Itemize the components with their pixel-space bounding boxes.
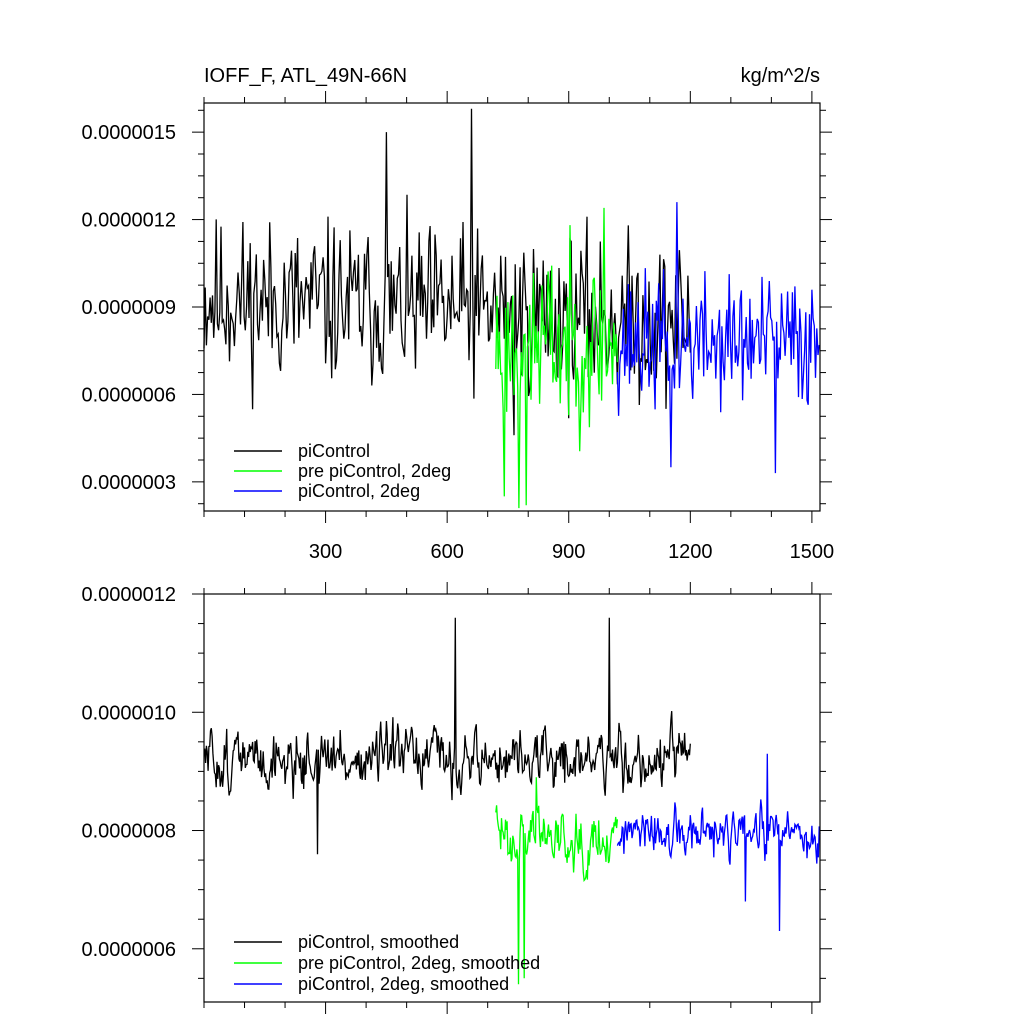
legend-label: pre piControl, 2deg (298, 461, 451, 481)
legend-label: piControl, smoothed (298, 932, 459, 952)
y-tick-label: 0.0000010 (81, 702, 176, 724)
y-tick-label: 0.0000015 (81, 122, 176, 144)
y-tick-label: 0.0000006 (81, 384, 176, 406)
y-tick-label: 0.0000003 (81, 472, 176, 494)
plot-frame (203, 593, 821, 1003)
series-line-3 (616, 202, 820, 474)
y-tick-label: 0.0000012 (81, 584, 176, 606)
y-tick-label: 0.0000008 (81, 821, 176, 843)
top-panel: 300 600 900 1200 1500 0.0000003 0.0000006 0.000… (81, 91, 834, 563)
x-tick-label: 1500 (790, 541, 835, 563)
y-tick-label: 0.0000006 (81, 939, 176, 961)
x-tick-label: 900 (552, 541, 585, 563)
x-tick-label: 600 (430, 541, 463, 563)
series-line-3 (616, 753, 821, 932)
series-line-2 (495, 777, 619, 985)
bottom-panel: 0.0000006 0.0000008 0.0000010 0.0000012 piCo… (81, 582, 832, 1014)
x-tick-label: 300 (309, 541, 342, 563)
legend-label: piControl (298, 441, 370, 461)
x-tick-label: 1200 (668, 541, 713, 563)
legend-label: pre piControl, 2deg, smoothed (298, 953, 540, 973)
y-tick-label: 0.0000009 (81, 297, 176, 319)
legend-label: piControl, 2deg, smoothed (298, 974, 509, 994)
chart-title: IOFF_F, ATL_49N-66N (204, 65, 407, 87)
legend-label: piControl, 2deg (298, 481, 420, 501)
y-tick-label: 0.0000012 (81, 210, 176, 232)
series-line-1 (203, 108, 691, 436)
series-line-1 (203, 617, 691, 855)
units-label: kg/m^2/s (741, 65, 820, 87)
series-line-2 (495, 207, 619, 509)
